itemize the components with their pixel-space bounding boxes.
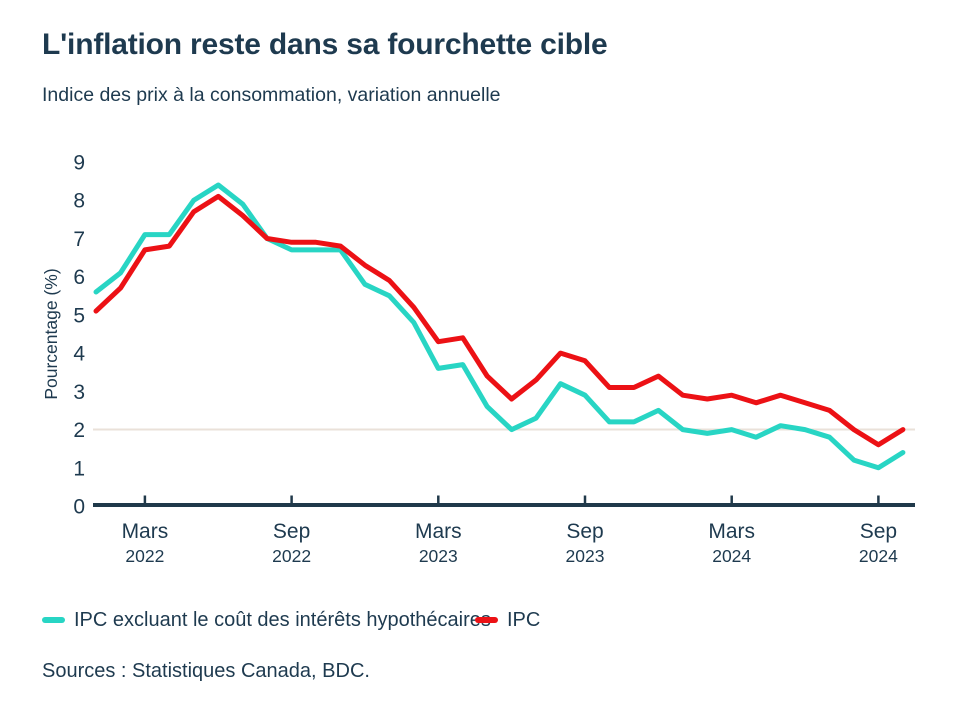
x-tick-label: Mars: [708, 520, 755, 543]
y-tick-label: 4: [73, 343, 85, 366]
y-tick-label: 0: [73, 496, 85, 519]
y-tick-label: 6: [73, 266, 85, 289]
y-tick-label: 5: [73, 304, 85, 327]
legend-item-ipc: IPC: [475, 606, 540, 634]
y-tick-label: 8: [73, 190, 85, 213]
x-tick-year: 2023: [419, 546, 458, 566]
page-subtitle: Indice des prix à la consommation, varia…: [42, 84, 501, 106]
legend-item-ipc-excl: IPC excluant le coût des intérêts hypoth…: [42, 606, 491, 634]
legend-label: IPC: [507, 608, 541, 631]
page-title: L'inflation reste dans sa fourchette cib…: [42, 28, 608, 61]
x-tick-label: Sep: [566, 520, 603, 543]
x-tick-year: 2023: [566, 546, 605, 566]
y-tick-label: 2: [73, 419, 85, 442]
x-tick-year: 2022: [125, 546, 164, 566]
x-tick-year: 2024: [859, 546, 898, 566]
series-line-ipc: [93, 193, 906, 448]
x-tick-label: Sep: [860, 520, 897, 543]
x-tick-year: 2024: [712, 546, 751, 566]
x-tick-label: Sep: [273, 520, 310, 543]
x-tick-year: 2022: [272, 546, 311, 566]
legend-swatch-red: [475, 617, 498, 623]
legend-label: IPC excluant le coût des intérêts hypoth…: [74, 608, 491, 631]
x-tick-label: Mars: [415, 520, 462, 543]
chart-legend: IPC excluant le coût des intérêts hypoth…: [42, 606, 932, 634]
y-tick-label: 1: [73, 457, 85, 480]
y-tick-label: 9: [73, 152, 85, 175]
legend-swatch-teal: [42, 617, 65, 623]
x-tick-label: Mars: [122, 520, 169, 543]
series-line-ipc-excl-interets-hypothecaires: [93, 182, 906, 471]
y-tick-label: 7: [73, 228, 85, 251]
y-tick-label: 3: [73, 381, 85, 404]
y-axis-title: Pourcentage (%): [41, 268, 61, 399]
source-note: Sources : Statistiques Canada, BDC.: [42, 660, 370, 682]
